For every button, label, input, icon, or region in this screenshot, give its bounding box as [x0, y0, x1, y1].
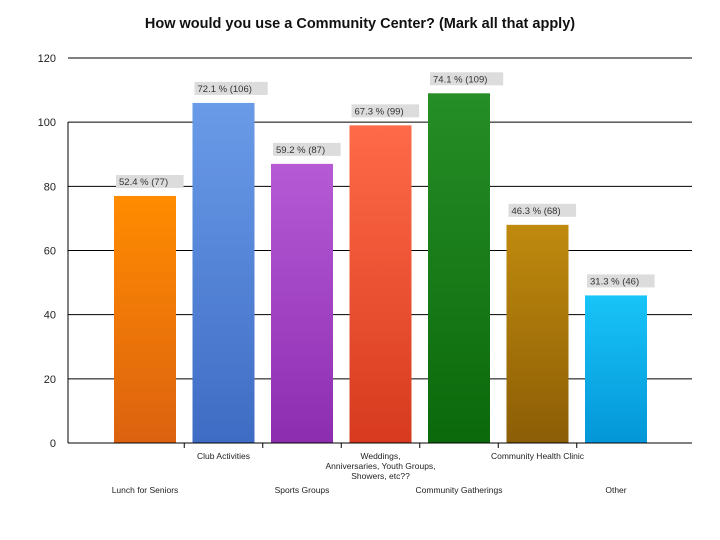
data-label: 31.3 % (46): [590, 276, 639, 287]
data-label: 52.4 % (77): [119, 177, 168, 188]
data-label-background: [273, 142, 341, 156]
bar: [271, 163, 333, 443]
category-label: Sports Groups: [275, 485, 330, 495]
category-label: Club Activities: [197, 451, 250, 461]
bar: [428, 93, 490, 444]
data-label-background: [194, 81, 268, 95]
y-tick-label: 100: [38, 117, 56, 129]
y-tick-label: 0: [50, 438, 56, 450]
bar: [114, 195, 176, 443]
data-label: 72.1 % (106): [198, 84, 252, 95]
data-label: 67.3 % (99): [355, 106, 404, 117]
y-tick-label: 120: [38, 53, 56, 65]
data-label-background: [587, 274, 655, 288]
bar: [192, 102, 255, 444]
y-tick-label: 60: [44, 246, 56, 258]
y-tick-label: 40: [44, 310, 56, 322]
data-labels: 52.4 % (77) 72.1 % (106) 59.2 % (87) 67.3 %…: [116, 72, 655, 288]
category-label: Weddings, Anniversaries, Youth Groups, Sho…: [325, 451, 435, 481]
bar: [585, 295, 647, 443]
data-label-background: [508, 203, 577, 217]
y-tick-label: 20: [44, 374, 56, 386]
category-label: Community Health Clinic: [491, 451, 585, 461]
bars: [114, 93, 647, 444]
category-label: Other: [605, 485, 626, 495]
data-label-background: [351, 104, 420, 118]
data-label: 46.3 % (68): [512, 206, 561, 217]
bar: [349, 125, 412, 443]
x-axis-tick-labels: Lunch for Seniors Club Activities Sports G…: [112, 451, 627, 495]
axes: [67, 122, 692, 448]
chart-title: How would you use a Community Center? (M…: [145, 16, 575, 32]
bar: [506, 224, 569, 443]
category-label: Community Gatherings: [416, 485, 503, 495]
category-label: Lunch for Seniors: [112, 485, 179, 495]
data-label-background: [116, 174, 184, 188]
y-tick-label: 80: [44, 181, 56, 193]
data-label: 74.1 % (109): [433, 74, 487, 85]
data-label-background: [430, 72, 504, 86]
y-axis-tick-labels: 0 20 40 60 80 100 120: [38, 53, 56, 450]
data-label: 59.2 % (87): [276, 145, 325, 156]
